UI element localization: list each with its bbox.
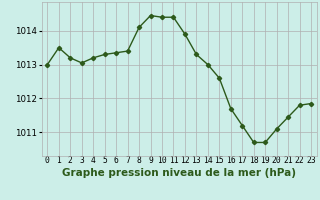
X-axis label: Graphe pression niveau de la mer (hPa): Graphe pression niveau de la mer (hPa) [62, 168, 296, 178]
